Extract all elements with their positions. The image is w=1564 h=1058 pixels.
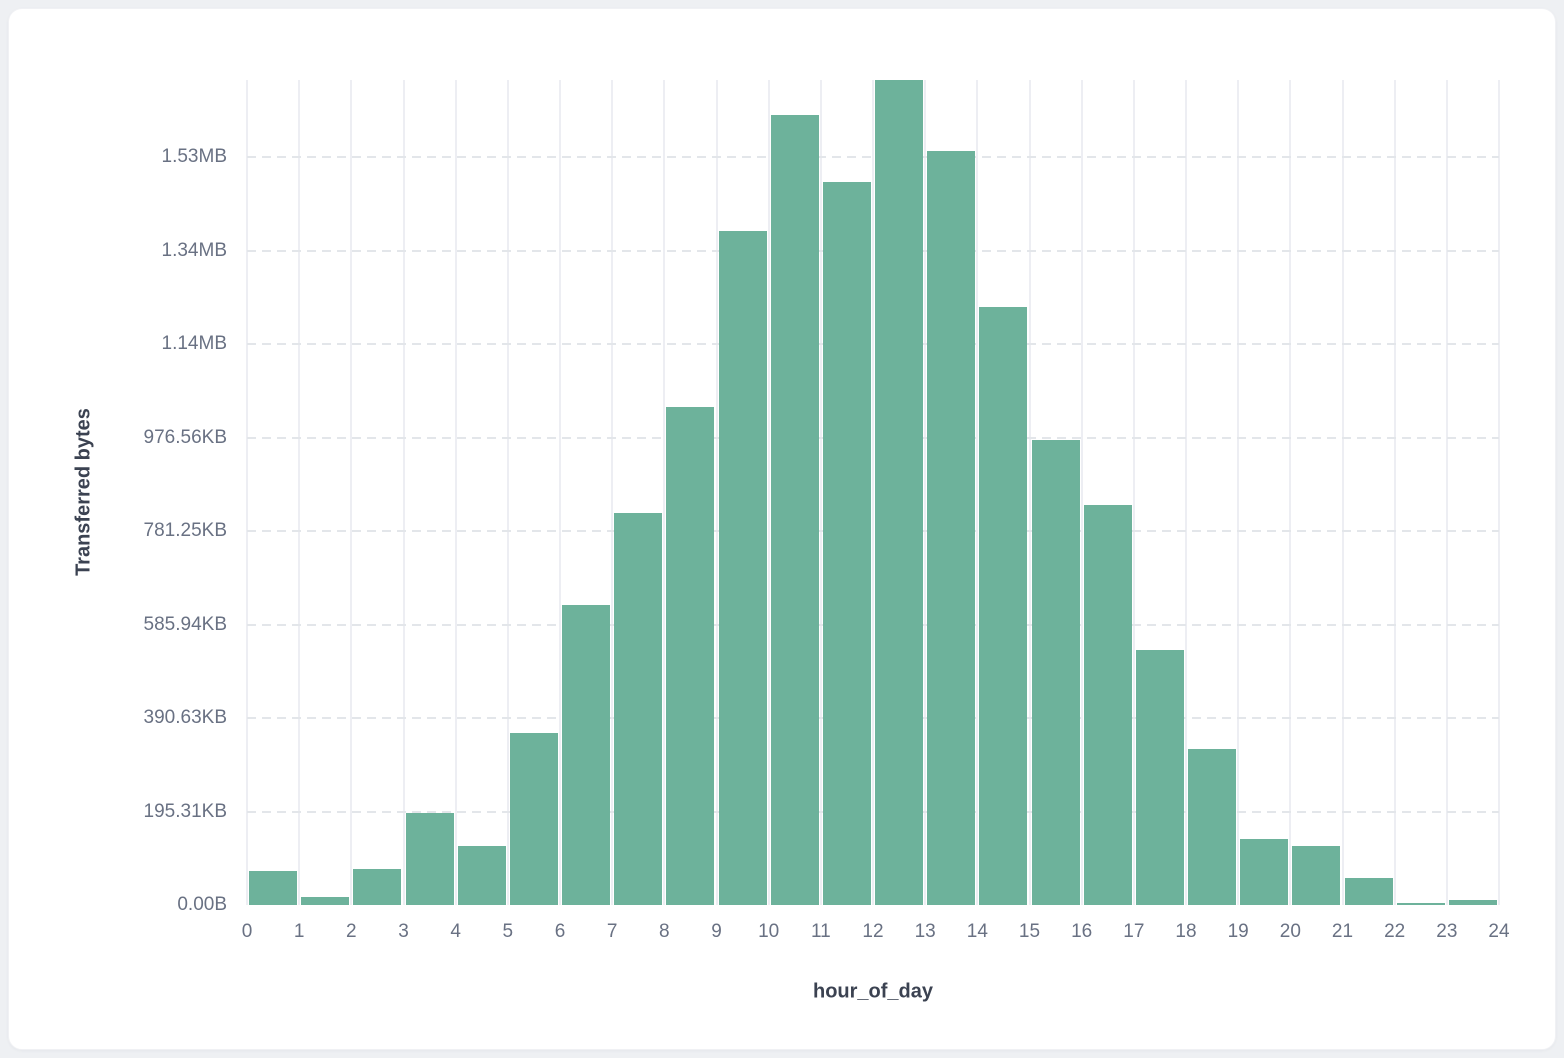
bar-hour-9[interactable] — [718, 230, 767, 905]
y-tick-label: 1.34MB — [161, 239, 227, 261]
bar-hour-19[interactable] — [1240, 839, 1289, 905]
horizontal-gridline — [247, 810, 1499, 813]
bar-hour-17[interactable] — [1135, 649, 1184, 905]
y-axis-title: Transferred bytes — [72, 408, 95, 576]
x-tick-label: 6 — [554, 921, 566, 942]
vertical-gridline — [1132, 80, 1135, 905]
horizontal-gridline — [247, 436, 1499, 439]
bar-hour-0[interactable] — [249, 871, 298, 905]
x-tick-label: 13 — [914, 921, 936, 942]
vertical-gridline — [1028, 80, 1031, 905]
x-tick-label: 21 — [1331, 921, 1354, 942]
x-tick-label: 19 — [1227, 921, 1249, 942]
x-tick-label: 9 — [711, 921, 722, 942]
horizontal-gridline — [247, 717, 1499, 720]
vertical-gridline — [1341, 80, 1344, 905]
vertical-gridline — [872, 80, 874, 905]
x-tick-label: 5 — [502, 921, 514, 942]
vertical-gridline — [767, 80, 770, 905]
y-tick-label: 976.56KB — [143, 426, 227, 448]
chart-card: 0 1 2 3 4 5 6 7 8 9 10 11 12 13 14 15 16 17 18 19 20 21 22 23 24… — [8, 8, 1556, 1050]
bar-hour-21[interactable] — [1344, 878, 1393, 905]
bar-hour-6[interactable] — [562, 605, 611, 905]
x-tick-label: 20 — [1279, 921, 1301, 942]
bar-hour-5[interactable] — [509, 733, 558, 905]
bar-hour-3[interactable] — [405, 813, 454, 905]
bar-hour-1[interactable] — [301, 897, 350, 905]
y-tick-label: 390.63KB — [143, 707, 227, 729]
x-tick-label: 23 — [1436, 921, 1458, 942]
vertical-gridline — [611, 80, 614, 905]
bar-hour-4[interactable] — [457, 846, 506, 905]
x-tick-label: 12 — [862, 921, 884, 942]
x-axis-title: hour_of_day — [812, 980, 934, 1003]
y-tick-label: 585.94KB — [143, 613, 227, 635]
x-tick-label: 16 — [1071, 921, 1093, 942]
x-tick-label: 8 — [659, 921, 670, 942]
horizontal-gridline — [247, 249, 1499, 252]
bar-hour-13[interactable] — [927, 151, 976, 905]
plot-area — [246, 80, 1500, 905]
bar-hour-23[interactable] — [1448, 899, 1497, 905]
vertical-gridline — [1289, 80, 1292, 905]
x-axis-tick-labels: 0 1 2 3 4 5 6 7 8 9 10 11 12 13 14 15 16 17 18 19 20 21 22 23 24 — [242, 917, 1510, 947]
bar-hour-18[interactable] — [1188, 748, 1237, 905]
vertical-gridline — [506, 80, 509, 905]
x-tick-label: 1 — [293, 921, 305, 942]
bar-hour-11[interactable] — [822, 181, 871, 905]
x-tick-label: 7 — [606, 921, 618, 942]
bar-hour-14[interactable] — [979, 307, 1028, 905]
x-tick-label: 0 — [241, 921, 253, 942]
y-tick-label: 195.31KB — [143, 800, 227, 822]
vertical-gridline — [1445, 80, 1448, 905]
vertical-gridline — [298, 80, 301, 905]
bar-hour-7[interactable] — [614, 513, 663, 905]
vertical-gridline — [1498, 80, 1500, 905]
horizontal-gridline — [247, 623, 1499, 626]
x-tick-label: 24 — [1488, 921, 1510, 942]
x-tick-label: 2 — [346, 921, 357, 942]
x-tick-label: 10 — [758, 921, 780, 942]
vertical-gridline — [454, 80, 457, 905]
vertical-gridline — [819, 80, 822, 905]
x-tick-label: 22 — [1384, 921, 1406, 942]
x-tick-label: 14 — [966, 921, 988, 942]
bar-hour-8[interactable] — [666, 406, 715, 905]
vertical-gridline — [1237, 80, 1240, 905]
vertical-gridline — [559, 80, 561, 905]
x-tick-label: 4 — [450, 921, 461, 942]
y-tick-label: 1.14MB — [161, 333, 227, 355]
vertical-gridline — [663, 80, 666, 905]
bar-hour-22[interactable] — [1396, 902, 1445, 905]
vertical-gridline — [350, 80, 353, 905]
vertical-gridline — [715, 80, 718, 905]
vertical-gridline — [1393, 80, 1396, 905]
x-tick-label: 15 — [1018, 921, 1041, 942]
bar-hour-2[interactable] — [353, 869, 402, 905]
vertical-gridline — [924, 80, 927, 905]
bar-hour-12[interactable] — [875, 80, 924, 905]
bar-hour-10[interactable] — [770, 114, 819, 905]
horizontal-gridline — [247, 343, 1499, 346]
vertical-gridline — [976, 80, 979, 905]
vertical-gridline — [1080, 80, 1083, 905]
horizontal-gridline — [247, 530, 1499, 533]
y-tick-label: 0.00B — [177, 894, 227, 915]
x-tick-label: 3 — [398, 921, 409, 942]
vertical-gridline — [1185, 80, 1187, 905]
vertical-gridline — [246, 80, 248, 905]
y-tick-label: 781.25KB — [143, 520, 227, 542]
x-tick-label: 17 — [1123, 921, 1145, 942]
vertical-gridline — [402, 80, 405, 905]
bar-hour-20[interactable] — [1292, 846, 1341, 905]
horizontal-gridline — [247, 156, 1499, 159]
y-tick-label: 1.53MB — [161, 146, 227, 168]
bar-hour-16[interactable] — [1083, 504, 1132, 905]
x-tick-label: 18 — [1175, 921, 1197, 942]
x-tick-label: 11 — [810, 921, 831, 942]
bar-hour-15[interactable] — [1031, 439, 1080, 905]
